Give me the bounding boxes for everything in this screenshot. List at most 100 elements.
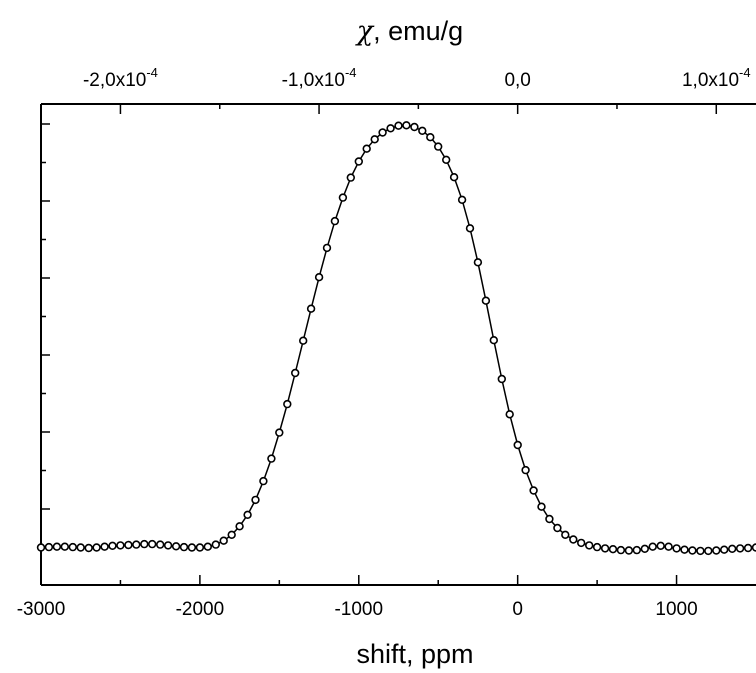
data-point — [354, 157, 363, 166]
data-point — [442, 155, 451, 165]
data-point — [648, 542, 657, 551]
data-point — [267, 454, 276, 463]
data-point — [68, 542, 78, 552]
data-point — [76, 543, 85, 552]
data-point — [275, 428, 284, 437]
data-point — [743, 543, 753, 553]
data-point — [100, 542, 109, 551]
top-tick-exponent: -4 — [345, 65, 357, 80]
data-point — [370, 135, 379, 144]
data-point — [92, 543, 101, 552]
data-point — [529, 486, 538, 495]
data-point — [171, 542, 181, 551]
data-point — [187, 543, 197, 552]
data-point — [108, 541, 117, 550]
data-point — [656, 541, 665, 550]
top-tick-label: -2,0x10-4 — [83, 65, 158, 91]
data-point — [195, 543, 205, 552]
data-point — [434, 142, 443, 151]
data-point — [719, 545, 729, 554]
data-point — [227, 530, 236, 539]
bottom-axis-ticks: -3000 -2000 -1000 0 1000 — [17, 575, 698, 620]
data-point — [179, 542, 189, 552]
data-point — [314, 273, 324, 282]
x-tick-label: -2000 — [176, 599, 225, 620]
data-point — [632, 545, 641, 555]
data-point — [688, 546, 697, 555]
data-point — [124, 540, 133, 550]
data-point — [163, 541, 173, 550]
data-point — [156, 540, 165, 549]
data-point — [322, 243, 332, 253]
data-point — [219, 536, 228, 545]
data-point — [584, 541, 594, 550]
data-point — [592, 542, 602, 552]
svg-text:χ, emu/g: χ, emu/g — [355, 16, 463, 47]
data-point — [378, 128, 387, 137]
data-point — [449, 173, 459, 182]
top-tick-label: 0,0 — [504, 70, 530, 91]
top-axis-title-text: , emu/g — [373, 16, 463, 46]
data-point — [465, 224, 475, 233]
top-tick-base: 1,0x10 — [682, 70, 739, 91]
data-point — [148, 539, 157, 549]
data-point — [481, 296, 491, 305]
data-point — [291, 368, 300, 378]
data-point — [608, 544, 618, 554]
data-point — [640, 544, 649, 553]
data-point — [410, 122, 419, 132]
top-tick-base: -1,0x10 — [282, 70, 345, 91]
top-tick-base: 0,0 — [504, 70, 530, 91]
data-point — [84, 543, 93, 553]
data-point — [727, 544, 737, 553]
data-point — [513, 440, 522, 450]
data-point — [338, 193, 348, 202]
data-point — [211, 540, 221, 549]
data-point — [251, 495, 260, 505]
top-axis-title: χ, emu/g — [355, 16, 463, 47]
data-point — [235, 522, 244, 531]
data-point — [680, 545, 689, 554]
data-point — [664, 542, 673, 551]
data-point — [751, 543, 756, 552]
data-point — [616, 545, 626, 555]
data-point — [52, 542, 62, 551]
x-tick-label: 1000 — [655, 599, 697, 620]
data-point — [545, 514, 554, 524]
data-point — [497, 374, 506, 384]
data-point — [624, 546, 634, 555]
data-point — [36, 543, 46, 552]
x-tick-label: 0 — [512, 599, 523, 620]
data-point — [505, 410, 514, 419]
data-point — [521, 465, 530, 475]
data-point — [386, 124, 395, 133]
data-point — [696, 546, 705, 556]
data-point — [330, 216, 340, 226]
data-point — [346, 173, 355, 182]
data-point — [457, 195, 467, 205]
data-point — [600, 544, 610, 553]
data-point — [394, 121, 403, 130]
x-tick-label: -1000 — [334, 599, 383, 620]
data-point — [672, 544, 681, 553]
data-point — [259, 476, 268, 486]
data-point — [553, 523, 562, 533]
top-tick-base: -2,0x10 — [83, 70, 146, 91]
data-point — [116, 541, 125, 550]
data-point — [44, 542, 54, 552]
data-point — [561, 530, 570, 539]
data-point — [735, 544, 745, 553]
data-point — [712, 546, 721, 555]
data-point — [576, 538, 586, 548]
data-point — [489, 336, 498, 345]
data-point — [362, 144, 371, 153]
data-point — [283, 399, 292, 409]
top-tick-label: -1,0x10-4 — [282, 65, 357, 91]
data-point — [203, 542, 213, 551]
data-point — [306, 304, 316, 313]
data-point — [140, 539, 149, 549]
series-line — [40, 124, 756, 552]
data-point — [402, 121, 411, 130]
left-axis-ticks — [41, 123, 50, 549]
